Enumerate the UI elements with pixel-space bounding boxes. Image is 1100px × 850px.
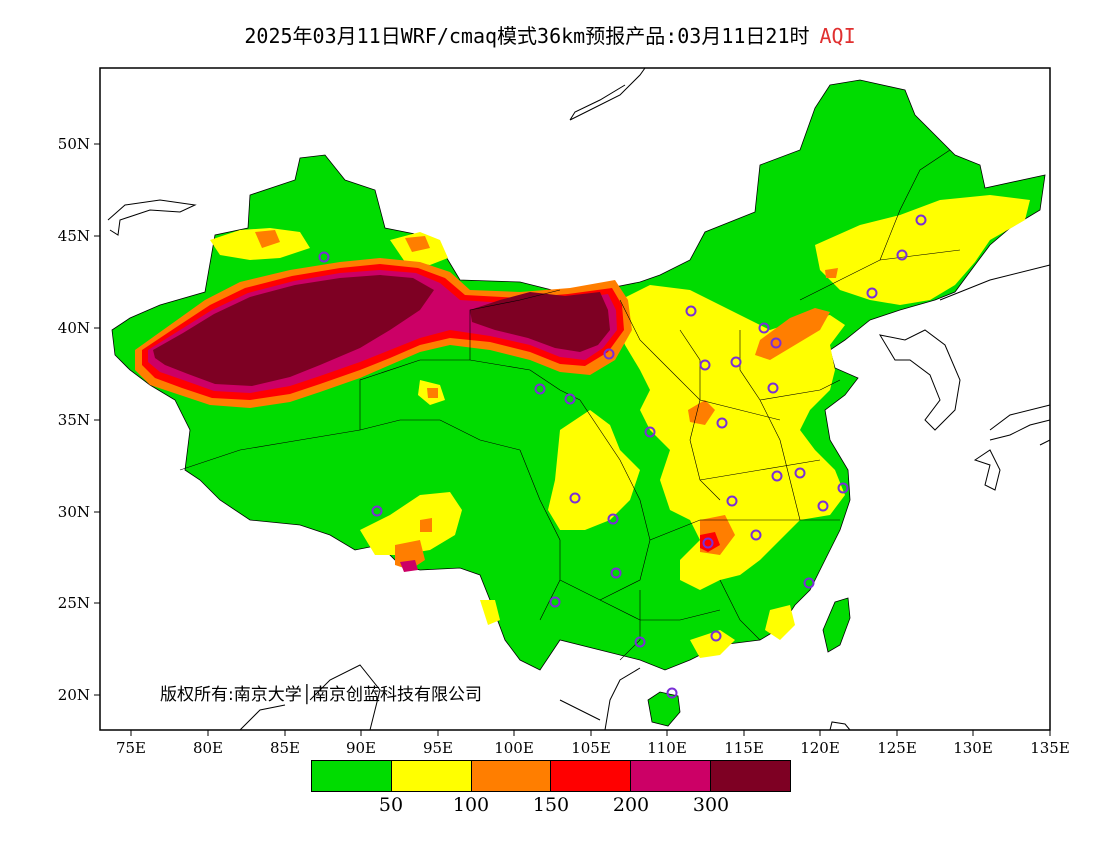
legend-label: 50 [378,794,404,816]
x-tick-label: 75E [115,739,147,757]
y-tick-label: 30N [57,503,90,521]
hainan-island [647,691,681,727]
legend-label: 100 [452,794,490,816]
title-aqi-tag: AQI [819,24,856,48]
x-tick-label: 135E [1030,739,1070,757]
province-boundaries [179,149,961,661]
legend-label: 150 [532,794,570,816]
neighbor-coastlines [107,67,1051,731]
y-tick-label: 25N [57,594,90,612]
y-tick-label: 20N [57,686,90,704]
y-tick-label: 35N [57,411,90,429]
axis-ticks [94,143,1051,736]
x-tick-label: 90E [345,739,377,757]
map-title: 2025年03月11日WRF/cmaq模式36km预报产品:03月11日21时 A… [0,20,1100,49]
taiwan-island [822,597,851,653]
title-text: 2025年03月11日WRF/cmaq模式36km预报产品:03月11日21时 [244,24,810,48]
x-tick-label: 130E [953,739,993,757]
x-tick-label: 110E [647,739,687,757]
y-tick-label: 50N [57,135,90,153]
x-tick-label: 85E [269,739,301,757]
x-tick-label: 115E [724,739,764,757]
aqi-moderate-regions [210,195,1030,658]
legend-swatch-hazardous [711,761,790,791]
legend-label: 200 [612,794,650,816]
x-tick-label: 80E [192,739,224,757]
y-tick-label: 45N [57,227,90,245]
legend-swatch-usg [471,761,552,791]
x-tick-label: 125E [877,739,917,757]
y-tick-label: 40N [57,319,90,337]
city-station-markers [318,214,927,699]
x-tick-label: 120E [800,739,840,757]
legend-swatch-good [312,761,392,791]
legend-swatch-very-unhealthy [631,761,712,791]
x-tick-label: 105E [571,739,611,757]
aqi-legend [311,760,791,792]
x-tick-label: 100E [494,739,534,757]
copyright-text: 版权所有:南京大学│南京创蓝科技有限公司 [160,685,482,705]
aqi-unhealthy-regions [135,258,720,572]
legend-swatch-moderate [391,761,472,791]
legend-swatch-unhealthy [551,761,632,791]
x-tick-label: 95E [422,739,454,757]
legend-label: 300 [692,794,730,816]
